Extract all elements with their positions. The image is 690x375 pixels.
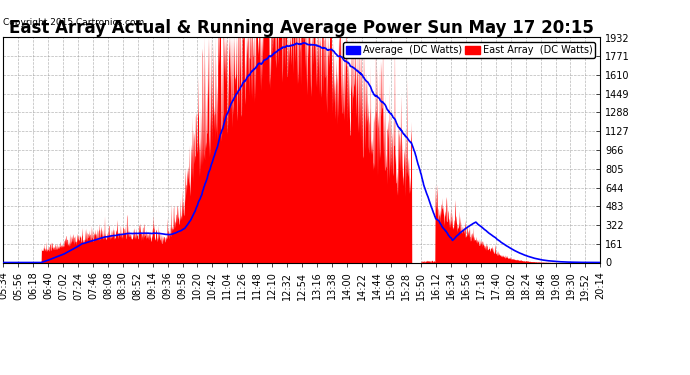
Text: Copyright 2015 Cartronics.com: Copyright 2015 Cartronics.com xyxy=(3,18,145,27)
Title: East Array Actual & Running Average Power Sun May 17 20:15: East Array Actual & Running Average Powe… xyxy=(10,20,594,38)
Legend: Average  (DC Watts), East Array  (DC Watts): Average (DC Watts), East Array (DC Watts… xyxy=(343,42,595,58)
